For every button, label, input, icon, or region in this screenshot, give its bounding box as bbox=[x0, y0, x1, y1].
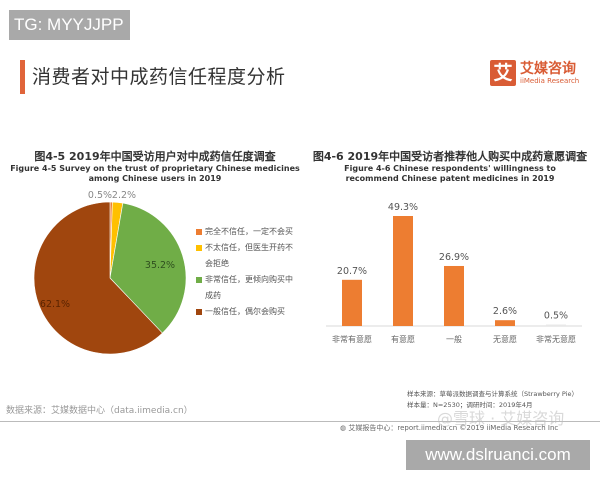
legend-label: 一般信任，偶尔会购买 bbox=[205, 307, 285, 316]
trust-pie-chart: 0.5% 2.2% 35.2% 62.1% bbox=[0, 180, 200, 370]
logo-name-cn: 艾媒咨询 bbox=[520, 61, 576, 77]
bar bbox=[495, 320, 515, 326]
bar-svg: 20.7% 非常有意愿 49.3% 有意愿 26.9% 一般 2.6% 无意愿 0.5% 非常无意… bbox=[326, 202, 582, 344]
sample-size: 样本量：N=2530；调研时间：2019年4月 bbox=[407, 401, 533, 409]
sample-info: 样本来源：草莓派数据调查与计算系统（Strawberry Pie） 样本量：N=… bbox=[407, 389, 578, 411]
legend-item: 一般信任，偶尔会购买 bbox=[196, 304, 296, 320]
legend-item: 非常信任，更倾向购买中成药 bbox=[196, 272, 296, 304]
report-center-footer: ◍ 艾媒报告中心：report.iimedia.cn ©2019 iiMedia… bbox=[340, 423, 558, 433]
legend-swatch-icon bbox=[196, 277, 202, 283]
pie-data-label: 62.1% bbox=[40, 299, 70, 310]
legend-swatch-icon bbox=[196, 229, 202, 235]
figure1-title: 图4-5 2019年中国受访用户对中成药信任度调查 Figure 4-5 Sur… bbox=[5, 150, 305, 184]
report-icon: ◍ bbox=[340, 424, 349, 432]
weibo-watermark: @雪球 · 艾媒咨询 bbox=[437, 409, 565, 428]
bar bbox=[342, 279, 362, 326]
pie-data-label: 0.5% bbox=[88, 190, 112, 201]
legend-label: 不太信任，但医生开药不会拒绝 bbox=[205, 243, 293, 268]
page-title: 消费者对中成药信任程度分析 bbox=[32, 66, 286, 88]
imedia-logo: 艾 艾媒咨询 iiMedia Research bbox=[490, 60, 590, 96]
pie-slice bbox=[33, 201, 163, 355]
data-source: 数据来源：艾媒数据中心（data.iimedia.cn） bbox=[6, 406, 193, 416]
bar bbox=[444, 265, 464, 326]
pie-data-label: 35.2% bbox=[145, 260, 175, 271]
bar-data-label: 2.6% bbox=[493, 306, 517, 317]
bar-data-label: 20.7% bbox=[337, 266, 367, 277]
figure2-title-cn: 图4-6 2019年中国受访者推荐他人购买中成药意愿调查 bbox=[312, 150, 588, 163]
bar-data-label: 49.3% bbox=[388, 202, 418, 213]
tg-watermark-badge: TG: MYYJJPP bbox=[9, 10, 130, 40]
bar-category-label: 非常有意愿 bbox=[332, 334, 372, 344]
sample-source: 样本来源：草莓派数据调查与计算系统（Strawberry Pie） bbox=[407, 390, 578, 398]
logo-mark-icon: 艾 bbox=[490, 60, 516, 86]
bar-data-label: 26.9% bbox=[439, 252, 469, 263]
bar bbox=[393, 216, 413, 326]
pie-slice bbox=[109, 202, 187, 334]
url-watermark-badge: www.dslruanci.com bbox=[406, 440, 590, 470]
bar-category-label: 非常无意愿 bbox=[536, 334, 576, 344]
legend-label: 完全不信任，一定不会买 bbox=[205, 227, 293, 236]
footer-divider bbox=[0, 421, 600, 422]
bar-data-label: 0.5% bbox=[544, 311, 568, 322]
legend-item: 不太信任，但医生开药不会拒绝 bbox=[196, 240, 296, 272]
bar-category-label: 有意愿 bbox=[391, 334, 415, 344]
figure1-title-en: Figure 4-5 Survey on the trust of propri… bbox=[10, 164, 300, 183]
recommend-bar-chart: 20.7% 非常有意愿 49.3% 有意愿 26.9% 一般 2.6% 无意愿 0.5% 非常无意… bbox=[320, 185, 600, 355]
legend-item: 完全不信任，一定不会买 bbox=[196, 224, 296, 240]
legend-swatch-icon bbox=[196, 309, 202, 315]
figure2-title: 图4-6 2019年中国受访者推荐他人购买中成药意愿调查 Figure 4-6 … bbox=[304, 150, 596, 184]
pie-svg: 0.5% 2.2% 35.2% 62.1% bbox=[33, 190, 187, 355]
title-accent-bar bbox=[20, 60, 25, 94]
legend-label: 非常信任，更倾向购买中成药 bbox=[205, 275, 293, 300]
pie-legend: 完全不信任，一定不会买 不太信任，但医生开药不会拒绝 非常信任，更倾向购买中成药… bbox=[196, 224, 296, 320]
report-center-text: 艾媒报告中心：report.iimedia.cn ©2019 iiMedia R… bbox=[348, 424, 559, 432]
figure1-title-cn: 图4-5 2019年中国受访用户对中成药信任度调查 bbox=[34, 150, 276, 163]
legend-swatch-icon bbox=[196, 245, 202, 251]
logo-name-en: iiMedia Research bbox=[520, 77, 580, 85]
figure2-title-en: Figure 4-6 Chinese respondents' willingn… bbox=[344, 164, 556, 183]
bar-category-label: 一般 bbox=[446, 334, 462, 344]
bar bbox=[546, 324, 566, 326]
bar-category-label: 无意愿 bbox=[493, 334, 517, 344]
pie-data-label: 2.2% bbox=[112, 190, 136, 201]
